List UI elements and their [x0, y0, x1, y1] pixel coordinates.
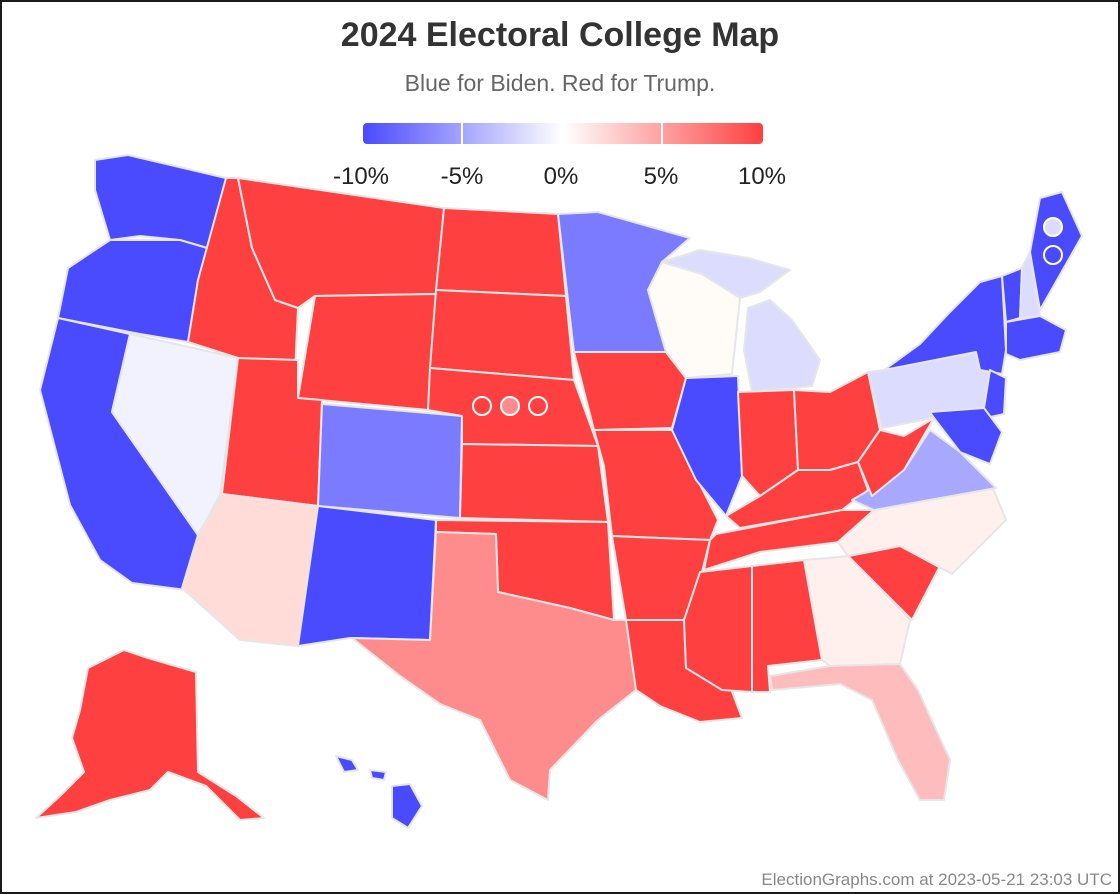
state-south-dakota[interactable] [429, 289, 575, 381]
state-colorado[interactable] [317, 403, 463, 519]
legend-tick-label: 0% [543, 163, 579, 190]
legend-gradient-bar [363, 123, 763, 144]
state-alaska[interactable] [35, 649, 265, 821]
state-north-dakota[interactable] [435, 207, 567, 297]
state-hawaii-big-island[interactable] [391, 783, 423, 829]
state-montana[interactable] [237, 177, 445, 309]
state-iowa[interactable] [573, 351, 687, 431]
district-marker-ne3[interactable] [528, 396, 548, 416]
state-kansas[interactable] [459, 443, 609, 523]
state-vermont[interactable] [1001, 267, 1023, 323]
state-maryland-delaware[interactable] [929, 407, 1003, 465]
state-michigan[interactable] [743, 299, 821, 393]
district-marker-ne1[interactable] [472, 396, 492, 416]
legend-tick-line [461, 123, 463, 144]
state-new-mexico[interactable] [297, 505, 437, 647]
state-hawaii[interactable] [335, 755, 359, 773]
map-subtitle: Blue for Biden. Red for Trump. [404, 70, 716, 96]
legend-tick-label: 10% [737, 163, 787, 190]
district-marker-me1[interactable] [1043, 217, 1063, 237]
legend-tick-label: -10% [332, 163, 390, 190]
state-michigan-upper[interactable] [661, 249, 791, 299]
district-marker-ne2[interactable] [500, 396, 520, 416]
map-title: 2024 Electoral College Map [340, 16, 780, 54]
state-tennessee[interactable] [703, 509, 875, 571]
state-new-york[interactable] [883, 275, 1007, 375]
state-texas[interactable] [351, 531, 637, 801]
footer-source: ElectionGraphs.com at 2023-05-21 23:03 U… [761, 870, 1112, 889]
state-new-jersey[interactable] [983, 369, 1007, 419]
legend-tick-line [661, 123, 663, 144]
state-wyoming[interactable] [297, 293, 437, 411]
state-florida[interactable] [769, 663, 951, 801]
legend-tick-label: 5% [643, 163, 679, 190]
legend-tick-label: -5% [440, 163, 484, 190]
state-washington[interactable] [94, 154, 227, 251]
state-massachusetts-ri-ct[interactable] [1005, 315, 1067, 361]
district-marker-me2[interactable] [1043, 245, 1063, 265]
state-hawaii-maui[interactable] [369, 769, 387, 781]
